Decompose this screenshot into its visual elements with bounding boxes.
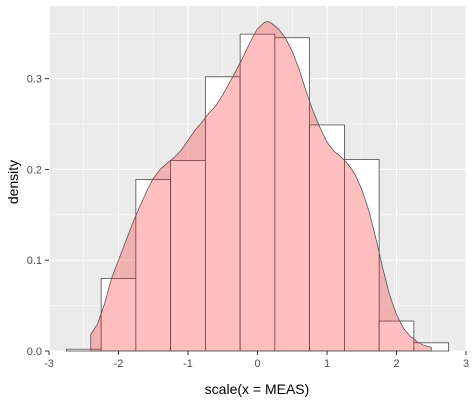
y-tick-label: 0.0 (27, 346, 42, 358)
y-tick-label: 0.1 (27, 255, 42, 267)
histogram-bar (274, 37, 310, 352)
x-tick-label: -3 (44, 358, 54, 370)
x-tick-label: 0 (254, 358, 260, 370)
y-axis-title: density (5, 160, 21, 204)
histogram-bar (378, 320, 415, 352)
x-tick-label: -1 (183, 358, 193, 370)
histogram-bars (66, 33, 449, 352)
density-area (90, 21, 432, 352)
histogram-bar (309, 124, 345, 352)
x-tick-label: -2 (114, 358, 124, 370)
x-tick-label: 3 (463, 358, 469, 370)
y-tick-label: 0.3 (27, 74, 42, 86)
density-layer (90, 21, 432, 352)
x-axis-title: scale(x = MEAS) (205, 381, 310, 397)
histogram-bar (239, 33, 276, 352)
y-axis: 0.0 0.1 0.2 0.3 (27, 74, 49, 358)
x-tick-label: 2 (393, 358, 399, 370)
y-tick-label: 0.2 (27, 164, 42, 176)
histogram-bar (205, 76, 241, 352)
x-tick-label: 1 (324, 358, 330, 370)
x-axis: -3 -2 -1 0 1 2 3 (44, 351, 469, 370)
